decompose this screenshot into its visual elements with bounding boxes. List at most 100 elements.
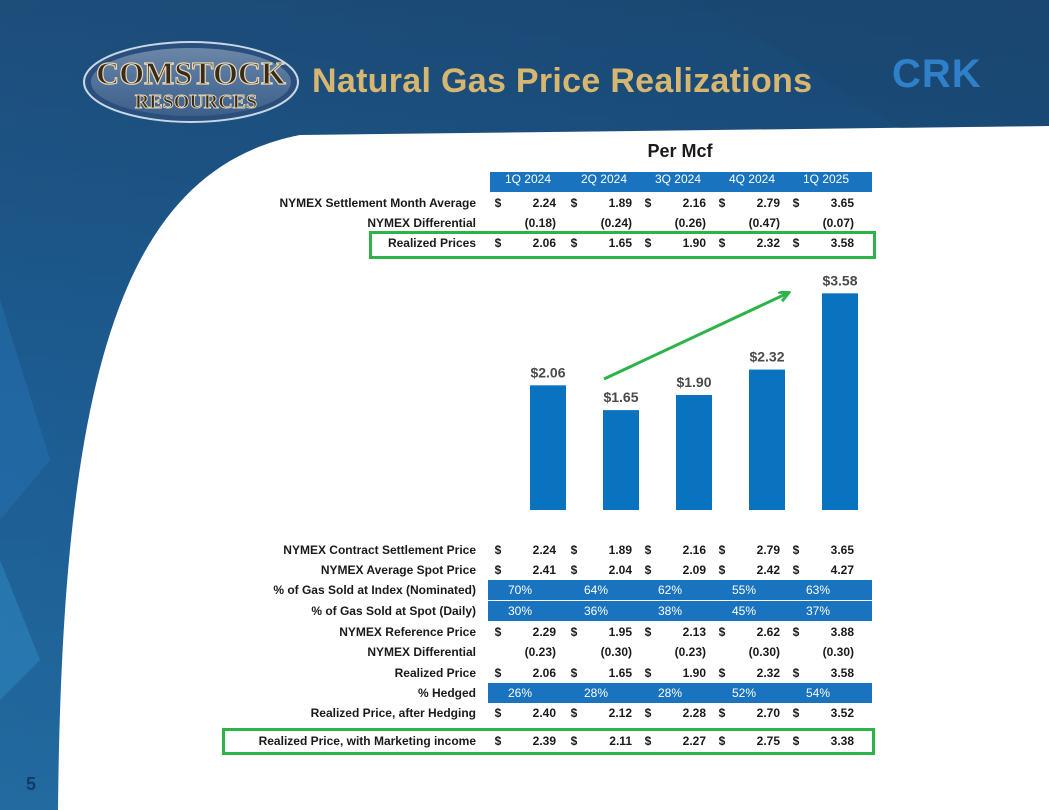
comstock-logo: COMSTOCK RESOURCES — [83, 41, 299, 123]
dollar-sign: $ — [570, 706, 578, 720]
value-cell: 2.06 — [532, 236, 556, 250]
percent-cell: 62% — [657, 583, 683, 597]
dollar-sign: $ — [644, 625, 652, 639]
marketing-income-highlight — [222, 728, 875, 755]
value-cell: 2.70 — [756, 706, 780, 720]
value-cell: 3.58 — [830, 666, 854, 680]
row-label: % Hedged — [417, 686, 476, 700]
dollar-sign: $ — [494, 625, 502, 639]
table-row: NYMEX Reference Price $2.29 $1.95 $2.13 $2.6… — [224, 622, 872, 642]
value-cell: 3.58 — [830, 236, 854, 250]
page-title: Natural Gas Price Realizations — [312, 62, 813, 100]
quarter-header: 2Q 2024 — [580, 172, 628, 186]
dollar-sign: $ — [570, 196, 578, 210]
dollar-sign: $ — [494, 706, 502, 720]
bar-3 — [749, 369, 785, 510]
dollar-sign: $ — [792, 196, 800, 210]
row-label: NYMEX Reference Price — [339, 625, 476, 639]
value-cell: 2.79 — [756, 196, 780, 210]
row-label: Realized Price — [394, 666, 476, 680]
dollar-sign: $ — [792, 625, 800, 639]
percent-cell: 26% — [507, 686, 533, 700]
dollar-sign: $ — [718, 563, 726, 577]
value-cell: 1.89 — [608, 196, 632, 210]
bar-0 — [530, 385, 566, 510]
percent-cell: 70% — [507, 583, 533, 597]
quarter-header: 4Q 2024 — [728, 172, 776, 186]
value-cell: 2.04 — [608, 563, 632, 577]
percent-cell: 63% — [805, 583, 831, 597]
value-cell: (0.18) — [524, 216, 556, 230]
quarter-header: 3Q 2024 — [654, 172, 702, 186]
dollar-sign: $ — [494, 734, 502, 748]
dollar-sign: $ — [644, 196, 652, 210]
page-number: 5 — [26, 774, 37, 794]
value-cell: 2.42 — [756, 563, 780, 577]
percent-cell: 28% — [657, 686, 683, 700]
dollar-sign: $ — [718, 706, 726, 720]
bar-2 — [676, 395, 712, 510]
value-cell: 2.24 — [532, 543, 556, 557]
svg-text:RESOURCES: RESOURCES — [135, 91, 257, 113]
row-label: NYMEX Average Spot Price — [320, 563, 476, 577]
bottom-price-table: NYMEX Contract Settlement Price $2.24 $1.8… — [224, 540, 872, 750]
table-row: NYMEX Average Spot Price $2.41 $2.04 $2.09 $… — [224, 560, 872, 580]
dollar-sign: $ — [792, 543, 800, 557]
table-row: Realized Prices $2.06 $1.65 $1.90 $2.32 $3.58 — [224, 233, 872, 253]
value-cell: (0.30) — [748, 645, 780, 659]
row-label: Realized Prices — [387, 236, 476, 250]
table-row: NYMEX Differential (0.23) (0.30) (0.23) (0.3… — [224, 642, 872, 662]
value-cell: (0.23) — [674, 645, 706, 659]
row-label: NYMEX Contract Settlement Price — [283, 543, 476, 557]
percent-cell: 52% — [731, 686, 757, 700]
dollar-sign: $ — [644, 734, 652, 748]
percent-cell: 28% — [583, 686, 609, 700]
value-cell: 1.90 — [682, 236, 706, 250]
dollar-sign: $ — [494, 543, 502, 557]
crk-ticker-logo: CRK — [892, 52, 982, 96]
percent-cell: 37% — [805, 604, 831, 618]
percent-band — [488, 601, 872, 621]
dollar-sign: $ — [718, 196, 726, 210]
realized-prices-highlight — [369, 231, 876, 259]
percent-band — [488, 683, 872, 703]
dollar-sign: $ — [644, 543, 652, 557]
dollar-sign: $ — [792, 236, 800, 250]
dollar-sign: $ — [644, 666, 652, 680]
percent-cell: 54% — [805, 686, 831, 700]
quarter-header-band: 1Q 2024 2Q 2024 3Q 2024 4Q 2024 1Q 2025 — [490, 172, 872, 192]
value-cell: (0.47) — [748, 216, 780, 230]
value-cell: (0.30) — [600, 645, 632, 659]
bar-label-0: $2.06 — [530, 364, 565, 380]
percent-cell: 64% — [583, 583, 609, 597]
dollar-sign: $ — [718, 236, 726, 250]
bar-label-4: $3.58 — [822, 272, 857, 288]
dollar-sign: $ — [792, 563, 800, 577]
row-label: Realized Price, with Marketing income — [258, 734, 476, 748]
table-row: Realized Price, with Marketing income $2.… — [224, 731, 872, 751]
percent-cell: 30% — [507, 604, 533, 618]
value-cell: (0.23) — [524, 645, 556, 659]
dollar-sign: $ — [718, 734, 726, 748]
value-cell: 2.75 — [756, 734, 780, 748]
row-label: % of Gas Sold at Spot (Daily) — [311, 604, 476, 618]
row-label: NYMEX Differential — [367, 645, 476, 659]
value-cell: 4.27 — [830, 563, 854, 577]
value-cell: 2.16 — [682, 543, 706, 557]
dollar-sign: $ — [792, 706, 800, 720]
value-cell: 2.32 — [756, 236, 780, 250]
row-label: % of Gas Sold at Index (Nominated) — [273, 583, 476, 597]
unit-label: Per Mcf — [647, 141, 713, 161]
value-cell: 1.89 — [608, 543, 632, 557]
value-cell: 2.11 — [609, 734, 632, 748]
value-cell: 2.13 — [682, 625, 706, 639]
top-price-table: 1Q 2024 2Q 2024 3Q 2024 4Q 2024 1Q 2025 NYME… — [224, 172, 872, 262]
value-cell: 1.65 — [608, 236, 632, 250]
dollar-sign: $ — [718, 543, 726, 557]
bar-label-2: $1.90 — [676, 374, 711, 390]
value-cell: 2.62 — [756, 625, 780, 639]
dollar-sign: $ — [494, 196, 502, 210]
value-cell: 3.52 — [830, 706, 854, 720]
dollar-sign: $ — [570, 236, 578, 250]
value-cell: 2.41 — [532, 563, 556, 577]
